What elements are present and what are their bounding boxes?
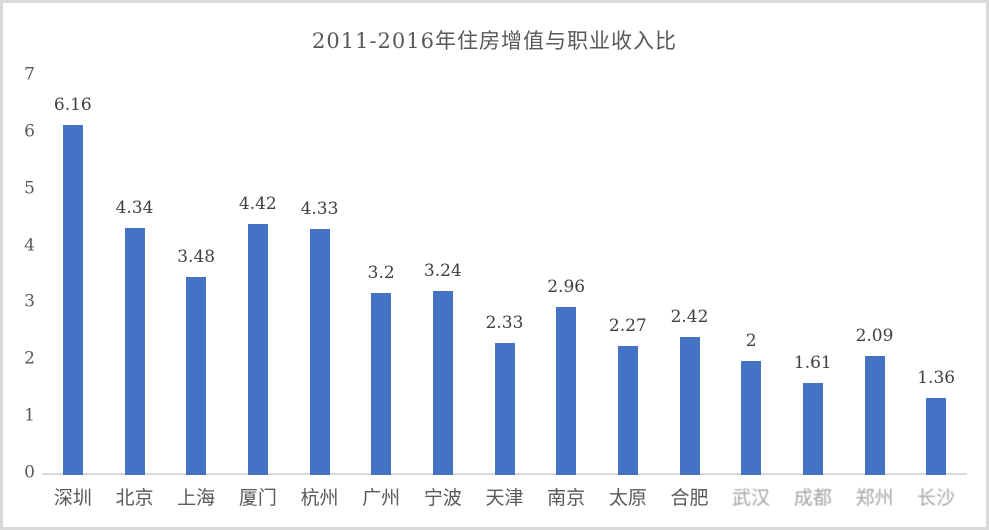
x-axis: 深圳 北京 上海 厦门 杭州 广州 宁波 天津 南京 太原 合肥 武汉 成都 郑州 长沙 <box>42 487 967 517</box>
category-label: 杭州 <box>300 487 339 509</box>
plot-area: 6.16 4.34 3.48 4.42 4.33 3.2 3.24 2.33 2.96 2.27 2… <box>42 75 967 475</box>
data-label: 3.24 <box>423 260 462 281</box>
data-label: 2.33 <box>485 312 524 333</box>
bar <box>926 397 947 475</box>
category-label: 长沙 <box>917 487 956 509</box>
data-label: 1.36 <box>917 367 956 388</box>
data-label: 4.42 <box>238 193 277 214</box>
category-label: 广州 <box>362 487 401 509</box>
category-label: 上海 <box>177 487 216 509</box>
category-label: 深圳 <box>53 487 92 509</box>
chart-title: 2011-2016年住房增值与职业收入比 <box>312 29 677 53</box>
bar <box>186 277 207 475</box>
y-axis: 0 1 2 3 4 5 6 7 <box>3 66 35 481</box>
data-label: 3.2 <box>367 263 395 284</box>
data-label: 2 <box>745 331 757 352</box>
bar <box>802 383 823 475</box>
category-label: 成都 <box>793 487 832 509</box>
data-label: 2.42 <box>670 307 709 328</box>
data-label: 1.61 <box>793 353 832 374</box>
data-label: 2.96 <box>547 276 586 297</box>
category-label: 天津 <box>485 487 524 509</box>
data-label: 2.27 <box>608 315 647 336</box>
data-label: 4.33 <box>300 198 339 219</box>
data-label: 2.09 <box>855 326 894 347</box>
bar <box>679 337 700 475</box>
bar <box>371 293 392 475</box>
data-label: 3.48 <box>177 247 216 268</box>
y-axis-tick-label: 6 <box>24 121 35 142</box>
bar <box>741 361 762 475</box>
y-axis-tick-label: 3 <box>24 291 35 312</box>
bar <box>494 342 515 475</box>
bar <box>247 223 268 475</box>
bar <box>617 345 638 475</box>
y-axis-tick-label: 4 <box>24 235 35 256</box>
category-label: 太原 <box>608 487 647 509</box>
y-axis-tick-label: 2 <box>24 348 35 369</box>
data-label: 4.34 <box>115 198 154 219</box>
category-label: 合肥 <box>670 487 709 509</box>
category-label: 宁波 <box>423 487 462 509</box>
bar <box>864 356 885 475</box>
category-label: 厦门 <box>238 487 277 509</box>
category-label: 南京 <box>547 487 586 509</box>
category-label: 北京 <box>115 487 154 509</box>
bar <box>62 124 83 475</box>
category-label: 武汉 <box>732 487 771 509</box>
bar <box>124 228 145 475</box>
y-axis-tick-label: 1 <box>24 405 35 426</box>
y-axis-tick-label: 7 <box>24 64 35 85</box>
category-label: 郑州 <box>855 487 894 509</box>
bar <box>309 228 330 475</box>
y-axis-tick-label: 5 <box>24 178 35 199</box>
bar <box>556 306 577 475</box>
y-axis-tick-label: 0 <box>24 462 35 483</box>
bar <box>432 290 453 475</box>
data-label: 6.16 <box>53 94 92 115</box>
